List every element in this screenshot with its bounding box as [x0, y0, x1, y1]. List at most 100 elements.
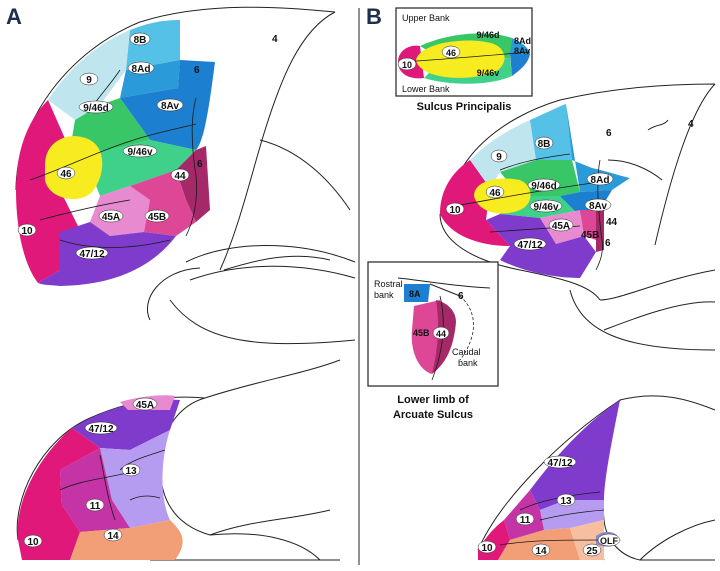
label-oval-46-inset — [441, 45, 461, 59]
label-14-orb-a: 14 — [107, 531, 119, 542]
inset-sulcus-principalis: Upper Bank Lower Bank 9/46d 9/46v 46 10 … — [395, 7, 533, 113]
label-10-inset: 10 — [402, 60, 412, 70]
label-oval-14-orb-b — [531, 543, 551, 557]
upper-sulcus-b — [499, 153, 571, 171]
label-oval-44-a — [170, 168, 190, 182]
label-oval-44-arcuate — [432, 326, 450, 340]
label-rostral-bank: bank — [374, 290, 394, 300]
label-oval-8Av-b — [584, 198, 612, 212]
label-oval-10-b — [445, 202, 465, 216]
label-oval-4712-b — [513, 237, 547, 251]
label-lower-bank: Lower Bank — [402, 84, 450, 94]
area-4712-orb-b — [530, 400, 620, 510]
label-oval-25-orb-b — [582, 543, 602, 557]
lateral-sulcus-a — [39, 199, 131, 221]
caption-sulcus-principalis: Sulcus Principalis — [417, 101, 512, 113]
sylvian-outline-a — [147, 267, 201, 321]
label-6-arcuate: 6 — [458, 291, 464, 302]
label-8Av-b: 8Av — [589, 201, 607, 212]
label-oval-14-orb-a — [103, 528, 123, 542]
label-46-inset: 46 — [446, 48, 456, 58]
panel-a-lateral-view: 8B 8Ad 9 9/46d 8Av 9/46v 46 44 45A 45B 1… — [15, 6, 356, 345]
principalis-area-8Ad — [510, 38, 530, 54]
label-oval-4712-a — [75, 246, 109, 260]
caption-arcuate-line1: Lower limb of — [397, 394, 469, 406]
arcuate-area-45B — [411, 300, 440, 374]
label-upper-bank: Upper Bank — [402, 13, 450, 23]
frontal-tip-b — [647, 119, 669, 131]
area-10-b — [440, 160, 510, 246]
label-4712-b: 47/12 — [517, 240, 542, 251]
label-6-ventral-b: 6 — [605, 238, 611, 249]
label-46-a: 46 — [60, 169, 72, 180]
label-946d-inset: 9/46d — [476, 30, 499, 40]
label-946v-inset: 9/46v — [477, 68, 500, 78]
label-oval-46-b — [485, 185, 505, 199]
label-oval-8B-a — [129, 32, 151, 46]
label-9-a: 9 — [86, 75, 92, 86]
label-caudal: Caudal — [452, 347, 481, 357]
panel-a-orbital-view: 45A 47/12 13 11 10 14 — [16, 359, 341, 561]
area-45A-a — [90, 186, 150, 236]
label-8A-arcuate: 8A — [409, 289, 421, 299]
label-oval-45A-a — [98, 209, 124, 223]
label-oval-10-a — [17, 223, 37, 237]
label-oval-45A-b — [548, 218, 574, 232]
area-45B-a — [130, 170, 196, 236]
label-14-orb-b: 14 — [535, 546, 547, 557]
label-10-orb-a: 10 — [27, 537, 39, 548]
orbital-sulcus-a — [59, 239, 171, 248]
label-45B-a: 45B — [148, 212, 166, 223]
area-14-orb-a — [70, 520, 183, 560]
label-olf-orb-b: OLF — [600, 536, 618, 546]
label-oval-4712-orb-b — [543, 455, 577, 469]
arcuate-dashed-edge — [459, 295, 474, 361]
panel-a-letter: A — [6, 4, 22, 29]
label-oval-946v-a — [122, 144, 158, 158]
label-45B-b: 45B — [581, 230, 599, 241]
label-8Av-a: 8Av — [161, 101, 179, 112]
label-10-orb-b: 10 — [481, 543, 493, 554]
label-oval-45B-a — [144, 209, 170, 223]
principal-sulcus-a — [29, 123, 197, 181]
label-oval-46-a — [56, 166, 76, 180]
label-10-b: 10 — [449, 205, 461, 216]
label-oval-45A-orb-a — [132, 397, 158, 411]
principalis-area-46 — [416, 40, 505, 78]
label-4712-orb-b: 47/12 — [547, 458, 572, 469]
area-46-b — [474, 178, 531, 214]
label-946v-a: 9/46v — [127, 147, 152, 158]
caption-arcuate-line2: Arcuate Sulcus — [393, 409, 473, 421]
brain-outline-a — [15, 6, 351, 271]
label-oval-11-orb-a — [85, 498, 105, 512]
label-46-b: 46 — [489, 188, 501, 199]
label-oval-10-orb-b — [477, 540, 497, 554]
label-4712-a: 47/12 — [79, 249, 104, 260]
label-oval-8Ad-b — [586, 172, 614, 186]
label-45A-b: 45A — [552, 221, 570, 232]
label-oval-olf-orb-b — [597, 533, 621, 547]
arcuate-sulcus-a — [185, 97, 197, 237]
arcuate-outline — [397, 277, 491, 297]
label-946d-b: 9/46d — [531, 181, 557, 192]
principal-sulcus-b — [453, 181, 601, 207]
label-946d-a: 9/46d — [83, 103, 109, 114]
label-9-b: 9 — [496, 152, 502, 163]
label-caudal-bank: bank — [458, 358, 478, 368]
label-4712-orb-a: 47/12 — [88, 424, 113, 435]
temporal-outline-a — [169, 245, 356, 345]
label-10-a: 10 — [21, 226, 33, 237]
label-rostral: Rostral — [374, 279, 403, 289]
area-8Ad-b — [566, 104, 630, 192]
area-46-a — [45, 136, 103, 200]
area-47-12-orb-a — [72, 399, 180, 450]
principalis-area-8Av — [510, 54, 530, 76]
orbital-sulci-a — [59, 449, 166, 521]
label-oval-11-orb-b — [515, 512, 535, 526]
orbital-sulci-b — [499, 491, 605, 546]
temporal-pole-outline-a — [204, 359, 341, 536]
label-4-a: 4 — [272, 34, 278, 45]
label-44-a: 44 — [174, 171, 186, 182]
label-oval-10-inset — [397, 57, 417, 71]
